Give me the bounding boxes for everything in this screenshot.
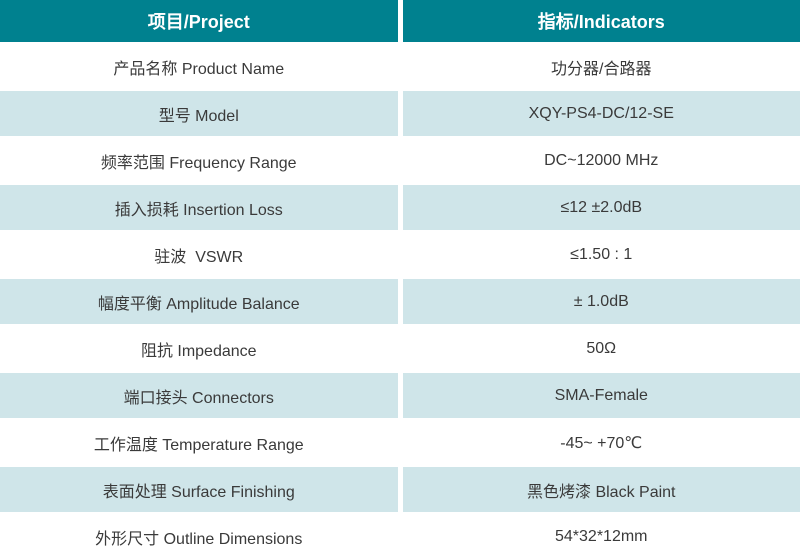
label-cell: 型号 Model (0, 89, 403, 138)
table-row-product-name: 产品名称 Product Name 功分器/合路器 (0, 42, 800, 91)
label-cell: 工作温度 Temperature Range (0, 418, 403, 467)
header-row: 项目/Project 指标/Indicators (0, 0, 800, 44)
value-cell: ± 1.0dB (399, 277, 800, 326)
table-row-surface-finishing: 表面处理 Surface Finishing 黑色烤漆 Black Paint (0, 465, 800, 514)
label-cell: 端口接头 Connectors (0, 371, 403, 420)
spec-table-body: 产品名称 Product Name 功分器/合路器 型号 Model XQY-P… (0, 42, 800, 559)
label-cell: 外形尺寸 Outline Dimensions (0, 512, 403, 559)
value-cell: SMA-Female (399, 371, 800, 420)
value-cell: 54*32*12mm (399, 512, 800, 559)
table-row-outline-dimensions: 外形尺寸 Outline Dimensions 54*32*12mm (0, 512, 800, 559)
header-project-cell: 项目/Project (0, 0, 403, 44)
header-indicators-cell: 指标/Indicators (399, 0, 800, 44)
value-cell: ≤1.50 : 1 (399, 230, 800, 279)
label-cell: 幅度平衡 Amplitude Balance (0, 277, 403, 326)
table-row-amplitude-balance: 幅度平衡 Amplitude Balance ± 1.0dB (0, 277, 800, 326)
table-row-temperature-range: 工作温度 Temperature Range -45~ +70℃ (0, 418, 800, 467)
value-cell: DC~12000 MHz (399, 136, 800, 185)
table-row-impedance: 阻抗 Impedance 50Ω (0, 324, 800, 373)
value-cell: ≤12 ±2.0dB (399, 183, 800, 232)
label-cell: 阻抗 Impedance (0, 324, 403, 373)
label-cell: 驻波 VSWR (0, 230, 403, 279)
table-row-insertion-loss: 插入损耗 Insertion Loss ≤12 ±2.0dB (0, 183, 800, 232)
value-cell: XQY-PS4-DC/12-SE (399, 89, 800, 138)
value-cell: -45~ +70℃ (399, 418, 800, 467)
value-cell: 黑色烤漆 Black Paint (399, 465, 800, 514)
table-row-frequency-range: 频率范围 Frequency Range DC~12000 MHz (0, 136, 800, 185)
label-cell: 产品名称 Product Name (0, 42, 403, 91)
table-row-model: 型号 Model XQY-PS4-DC/12-SE (0, 89, 800, 138)
table-row-vswr: 驻波 VSWR ≤1.50 : 1 (0, 230, 800, 279)
label-cell: 频率范围 Frequency Range (0, 136, 403, 185)
label-cell: 表面处理 Surface Finishing (0, 465, 403, 514)
value-cell: 50Ω (399, 324, 800, 373)
label-cell: 插入损耗 Insertion Loss (0, 183, 403, 232)
spec-table-header: 项目/Project 指标/Indicators (0, 0, 800, 44)
table-row-connectors: 端口接头 Connectors SMA-Female (0, 371, 800, 420)
value-cell: 功分器/合路器 (399, 42, 800, 91)
